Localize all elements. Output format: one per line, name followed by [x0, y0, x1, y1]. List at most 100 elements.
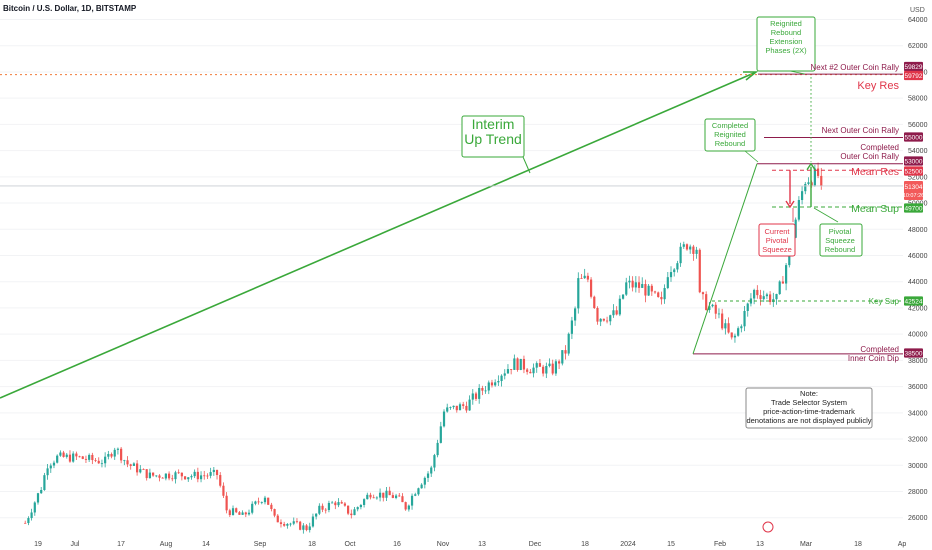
x-tick-label: Mar: [800, 541, 813, 548]
candle: [458, 404, 462, 411]
price-tag-value: 49700: [904, 206, 922, 213]
candle: [436, 442, 439, 456]
candle: [500, 375, 503, 382]
candle: [816, 168, 820, 176]
candle: [151, 472, 155, 476]
price-tag: [904, 166, 923, 176]
candle: [529, 371, 532, 374]
candle: [359, 504, 362, 508]
x-tick-label: 2024: [620, 541, 636, 548]
candle: [570, 320, 573, 334]
candle: [439, 426, 442, 443]
candle: [315, 513, 318, 517]
candle: [519, 358, 522, 371]
candle: [417, 488, 420, 495]
squeeze-arrowhead: [785, 200, 795, 209]
candle: [628, 280, 631, 283]
annotation-text: Rebound: [825, 245, 855, 254]
event-icon: [762, 521, 774, 533]
candle: [139, 469, 142, 473]
candle: [203, 475, 206, 477]
candle: [375, 497, 378, 499]
candle: [75, 453, 78, 457]
candle: [653, 291, 657, 293]
candle: [711, 304, 714, 307]
annotation-text: Completed: [712, 121, 748, 130]
candle: [148, 472, 151, 479]
callout-pointer: [813, 207, 839, 223]
annotation: Note:Trade Selector Systemprice-action-t…: [745, 387, 873, 429]
candle: [737, 328, 740, 336]
y-tick-label: 30000: [908, 463, 928, 470]
y-tick-label: 58000: [908, 96, 928, 103]
candle: [289, 523, 292, 525]
candle: [107, 454, 110, 457]
candle: [251, 503, 254, 513]
candle: [84, 458, 88, 460]
candle: [132, 463, 136, 466]
candle: [244, 512, 247, 515]
candle: [465, 405, 468, 411]
candle: [663, 288, 666, 300]
candle: [650, 285, 653, 292]
candles: [24, 162, 823, 534]
candle: [40, 490, 43, 494]
candle: [187, 477, 190, 480]
candle: [586, 275, 589, 280]
candle: [343, 503, 347, 506]
annotation-text: Squeeze: [825, 236, 855, 245]
candle: [350, 513, 353, 516]
annotation: Next #2 Outer Coin Rally: [811, 63, 899, 72]
candle: [705, 294, 708, 310]
candle: [366, 494, 369, 500]
candle: [388, 490, 391, 496]
candle: [647, 285, 650, 296]
candle: [743, 310, 746, 327]
candle: [631, 280, 634, 288]
x-tick-label: Ap: [898, 541, 907, 548]
last-price-tag: [904, 181, 923, 200]
annotation-text: Key Res: [857, 80, 899, 92]
candle: [356, 507, 359, 510]
candle: [59, 452, 62, 456]
candle: [503, 373, 506, 376]
price-tag-value: 55000: [904, 135, 922, 142]
x-tick-label: Sep: [254, 541, 267, 548]
candle: [526, 369, 529, 372]
currency-label[interactable]: USD: [910, 7, 925, 14]
candle: [219, 475, 222, 486]
candle: [746, 303, 749, 311]
candle: [286, 523, 289, 526]
candle: [235, 508, 238, 513]
candle: [442, 411, 446, 427]
candle: [554, 361, 558, 374]
candle: [455, 405, 458, 411]
candle: [398, 495, 401, 497]
candle: [164, 473, 167, 479]
candle: [797, 199, 800, 220]
candle: [279, 522, 283, 524]
candle: [263, 497, 267, 503]
candle: [225, 495, 228, 511]
candle: [362, 499, 366, 505]
annotation-text: Reignited: [714, 130, 746, 139]
candle: [407, 505, 410, 510]
candle: [599, 318, 602, 322]
y-tick-label: 38000: [908, 358, 928, 365]
price-tag: [904, 348, 923, 358]
candle: [765, 294, 769, 297]
annotation: Mean Sup: [851, 203, 899, 215]
y-tick-label: 46000: [908, 253, 928, 260]
candle: [420, 484, 423, 489]
candle: [698, 249, 701, 293]
last-price-value: 51304: [904, 184, 922, 191]
price-axis-bg: [903, 0, 932, 550]
price-tag: [904, 132, 923, 142]
candle: [88, 454, 91, 460]
candle: [305, 525, 308, 531]
candle: [775, 294, 778, 300]
x-tick-label: Oct: [345, 541, 356, 548]
candle: [327, 502, 331, 510]
candle: [510, 369, 513, 370]
